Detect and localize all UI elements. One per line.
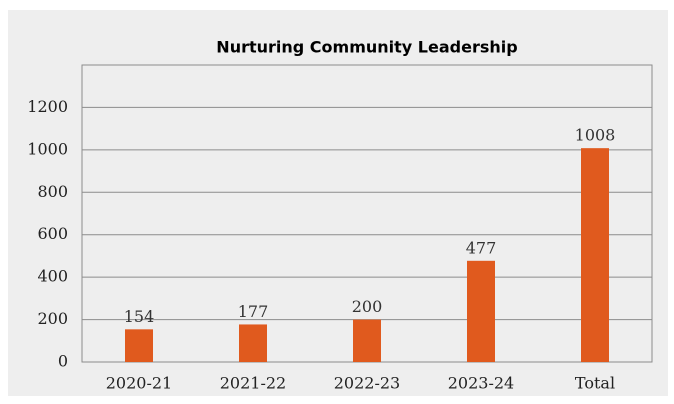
y-tick-label: 600 [37, 224, 68, 243]
data-label: 477 [466, 238, 497, 257]
bar [239, 324, 267, 362]
chart-background [8, 10, 668, 396]
data-label: 200 [352, 297, 383, 316]
x-tick-label: 2022-23 [334, 374, 400, 393]
x-tick-label: Total [575, 374, 615, 393]
chart-title: Nurturing Community Leadership [216, 38, 517, 57]
bar [581, 148, 609, 362]
y-tick-label: 400 [37, 267, 68, 286]
bar [467, 260, 495, 362]
data-label: 154 [124, 307, 155, 326]
y-tick-label: 200 [37, 309, 68, 328]
bar [125, 329, 153, 362]
y-tick-label: 1000 [27, 139, 68, 158]
data-label: 177 [238, 302, 269, 321]
bar [353, 319, 381, 362]
y-tick-label: 800 [37, 182, 68, 201]
data-label: 1008 [575, 126, 616, 145]
x-tick-label: 2020-21 [106, 374, 172, 393]
y-tick-label: 0 [58, 352, 68, 371]
x-tick-label: 2023-24 [448, 374, 514, 393]
x-tick-label: 2021-22 [220, 374, 286, 393]
y-tick-label: 1200 [27, 97, 68, 116]
